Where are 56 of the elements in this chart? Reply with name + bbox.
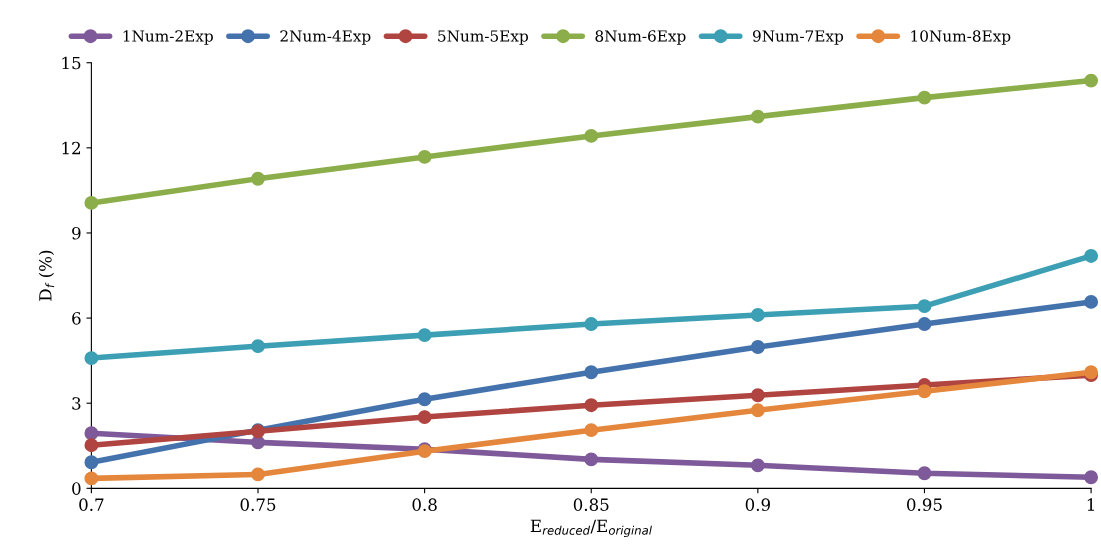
point xyxy=(917,299,932,314)
point xyxy=(1084,470,1099,485)
point xyxy=(251,467,265,482)
point xyxy=(251,339,265,354)
y-tick-label: 9 xyxy=(72,226,81,240)
point xyxy=(584,398,599,413)
point xyxy=(750,403,765,418)
legend-label: 10Num-8Exp xyxy=(911,30,1011,45)
x-tick-label: 0.85 xyxy=(573,498,609,511)
y-tick-label: 0 xyxy=(72,482,81,495)
point xyxy=(584,452,599,467)
point xyxy=(417,410,432,425)
point xyxy=(417,392,432,407)
y-tick-label: 15 xyxy=(62,56,81,70)
y-tick-label: 6 xyxy=(72,312,81,325)
point xyxy=(251,435,265,450)
point xyxy=(84,455,99,470)
point xyxy=(584,365,599,380)
point xyxy=(917,317,932,331)
point xyxy=(584,128,599,143)
point xyxy=(917,384,932,399)
x-tick-label: 0.9 xyxy=(745,498,770,511)
point xyxy=(750,340,765,354)
point xyxy=(84,438,99,453)
x-tick-label: 0.8 xyxy=(412,498,437,511)
point xyxy=(750,109,765,124)
x-axis-title: E$_{reduced}$/E$_{original}$ xyxy=(530,519,652,538)
legend-label: 9Num-7Exp xyxy=(752,30,844,45)
legend-label: 1Num-2Exp xyxy=(123,30,213,45)
point xyxy=(750,388,765,403)
point xyxy=(417,149,432,164)
point xyxy=(1084,294,1099,309)
point xyxy=(1084,73,1099,88)
point xyxy=(417,328,432,343)
point xyxy=(1084,248,1099,263)
point xyxy=(84,351,99,366)
y-tick-label: 3 xyxy=(72,397,81,410)
point xyxy=(917,466,932,481)
legend-label: 2Num-4Exp xyxy=(280,30,371,45)
point xyxy=(750,308,765,322)
y-axis-title: D$_{f}$ (%) xyxy=(38,250,55,301)
legend-label: 5Num-5Exp xyxy=(438,30,528,45)
x-tick-label: 0.95 xyxy=(907,498,942,511)
x-tick-label: 0.7 xyxy=(79,498,104,511)
point xyxy=(584,317,599,331)
point xyxy=(750,458,765,473)
point xyxy=(584,423,599,438)
point xyxy=(84,195,99,210)
point xyxy=(84,426,99,441)
x-tick-label: 0.75 xyxy=(240,498,276,511)
x-tick-label: 1 xyxy=(1087,498,1095,511)
point xyxy=(917,90,932,105)
point xyxy=(84,471,99,486)
point xyxy=(251,171,265,186)
y-tick-label: 12 xyxy=(62,141,81,155)
legend-label: 8Num-6Exp xyxy=(595,30,686,45)
